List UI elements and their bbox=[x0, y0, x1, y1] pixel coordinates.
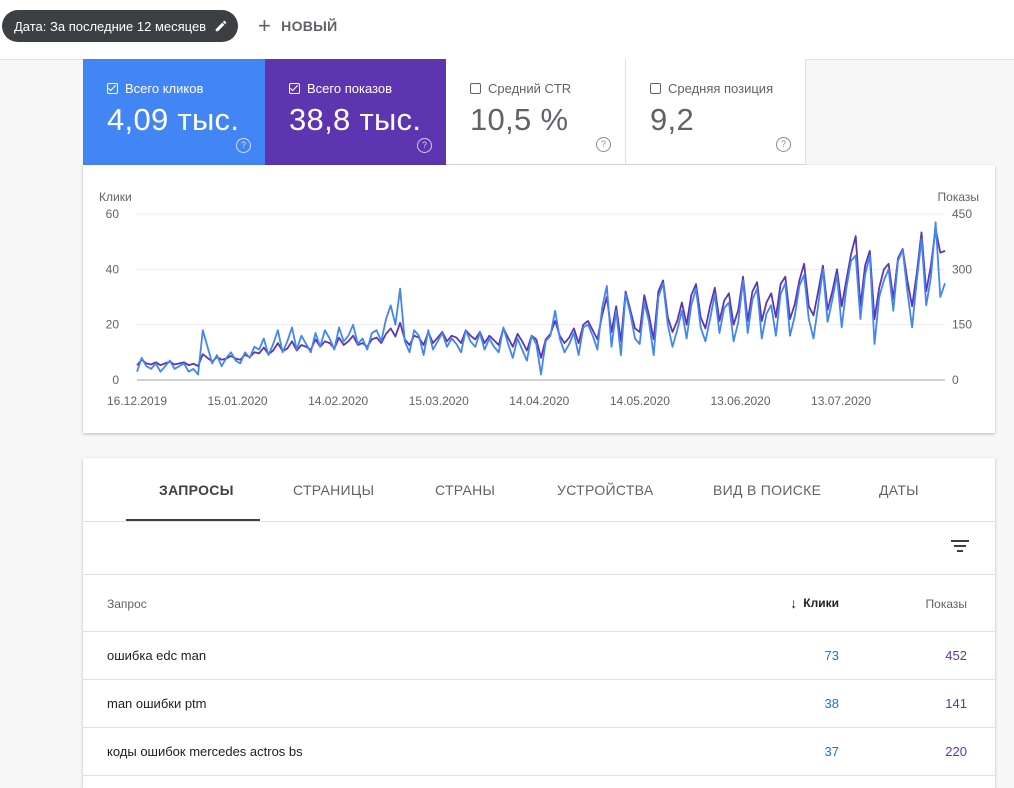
x-tick-label: 13.06.2020 bbox=[710, 394, 770, 408]
edit-icon[interactable] bbox=[214, 19, 228, 33]
metric-value: 4,09 тыс. bbox=[107, 102, 240, 137]
cell-query: man ошибки ptm bbox=[107, 696, 207, 711]
performance-chart[interactable]: Клики Показы 0 0 20 150 40 300 60 450 16.12.2019 15… bbox=[83, 165, 995, 433]
y-left-tick-label: 20 bbox=[106, 318, 120, 332]
active-tab-indicator bbox=[126, 519, 260, 521]
queries-table-card: ЗАПРОСЫ СТРАНИЦЫ СТРАНЫ УСТРОЙСТВА ВИД В… bbox=[83, 458, 995, 788]
checkbox-unchecked-icon[interactable] bbox=[470, 83, 481, 94]
help-icon[interactable]: ? bbox=[236, 138, 251, 153]
cell-impressions: 141 bbox=[945, 696, 967, 711]
y-axis-left-title: Клики bbox=[99, 190, 132, 204]
plus-icon: + bbox=[258, 13, 272, 38]
table-row[interactable]: man ошибки ptm 38 141 bbox=[83, 680, 995, 728]
metric-label: Всего показов bbox=[307, 81, 392, 96]
series-clicks-line bbox=[136, 221, 946, 376]
y-right-tick-label: 0 bbox=[952, 373, 959, 387]
metric-label: Средняя позиция bbox=[668, 81, 774, 96]
metric-total-impressions[interactable]: Всего показов 38,8 тыс. ? bbox=[265, 59, 446, 165]
cell-clicks: 37 bbox=[824, 744, 839, 759]
metric-average-ctr[interactable]: Средний CTR 10,5 % ? bbox=[446, 59, 626, 165]
new-filter-label: НОВЫЙ bbox=[281, 18, 338, 34]
help-icon[interactable]: ? bbox=[776, 137, 791, 152]
x-tick-label: 14.05.2020 bbox=[610, 394, 670, 408]
x-tick-label: 15.01.2020 bbox=[208, 394, 268, 408]
table-row[interactable]: ошибка edc man 73 452 bbox=[83, 632, 995, 680]
help-icon[interactable]: ? bbox=[596, 137, 611, 152]
y-right-tick-label: 450 bbox=[952, 207, 972, 221]
top-bar: Дата: За последние 12 месяцев + НОВЫЙ bbox=[0, 0, 1014, 60]
x-tick-label: 14.02.2020 bbox=[308, 394, 368, 408]
tab-bar: ЗАПРОСЫ СТРАНИЦЫ СТРАНЫ УСТРОЙСТВА ВИД В… bbox=[83, 458, 995, 522]
date-filter-chip[interactable]: Дата: За последние 12 месяцев bbox=[2, 10, 239, 42]
table-row[interactable]: коды ошибок mercedes actros bs 37 220 bbox=[83, 728, 995, 776]
date-filter-label: Дата: За последние 12 месяцев bbox=[14, 18, 207, 34]
cell-query: коды ошибок mercedes actros bs bbox=[107, 744, 303, 759]
column-header-clicks[interactable]: ↓ Клики bbox=[790, 595, 839, 611]
y-left-tick-label: 60 bbox=[106, 207, 120, 221]
cell-impressions: 220 bbox=[945, 744, 967, 759]
x-tick-label: 14.04.2020 bbox=[509, 394, 569, 408]
checkbox-unchecked-icon[interactable] bbox=[650, 83, 661, 94]
x-tick-label: 13.07.2020 bbox=[811, 394, 871, 408]
filter-row bbox=[83, 522, 995, 575]
metric-value: 38,8 тыс. bbox=[289, 102, 422, 137]
tab-search-appearance[interactable]: ВИД В ПОИСКЕ bbox=[713, 481, 822, 498]
metric-label: Всего кликов bbox=[125, 81, 204, 96]
performance-chart-card: Клики Показы 0 0 20 150 40 300 60 450 16.12.2019 15… bbox=[83, 165, 995, 433]
tab-devices[interactable]: УСТРОЙСТВА bbox=[557, 481, 654, 498]
column-header-clicks-label: Клики bbox=[803, 596, 839, 610]
new-filter-button[interactable]: + НОВЫЙ bbox=[258, 14, 338, 38]
filter-icon[interactable] bbox=[951, 539, 969, 553]
column-header-query[interactable]: Запрос bbox=[107, 597, 147, 611]
metric-value: 10,5 % bbox=[470, 102, 569, 137]
series-impressions-line bbox=[136, 227, 946, 367]
column-header-impressions[interactable]: Показы bbox=[925, 597, 967, 611]
tab-dates[interactable]: ДАТЫ bbox=[879, 481, 919, 498]
metric-total-clicks[interactable]: Всего кликов 4,09 тыс. ? bbox=[83, 59, 265, 165]
cell-query: ошибка edc man bbox=[107, 648, 207, 663]
x-tick-label: 15.03.2020 bbox=[409, 394, 469, 408]
y-left-tick-label: 0 bbox=[112, 373, 119, 387]
cell-clicks: 73 bbox=[824, 648, 839, 663]
checkbox-checked-icon[interactable] bbox=[289, 83, 300, 94]
tab-countries[interactable]: СТРАНЫ bbox=[435, 481, 496, 498]
y-axis-right-title: Показы bbox=[938, 190, 979, 204]
tab-pages[interactable]: СТРАНИЦЫ bbox=[293, 481, 375, 498]
y-right-tick-label: 300 bbox=[952, 262, 972, 276]
metric-value: 9,2 bbox=[650, 102, 694, 137]
table-header: Запрос ↓ Клики Показы bbox=[83, 575, 995, 632]
y-right-tick-label: 150 bbox=[952, 318, 972, 332]
y-left-tick-label: 40 bbox=[106, 262, 120, 276]
x-tick-label: 16.12.2019 bbox=[107, 394, 167, 408]
tab-queries[interactable]: ЗАПРОСЫ bbox=[159, 481, 234, 498]
help-icon[interactable]: ? bbox=[417, 138, 432, 153]
metric-label: Средний CTR bbox=[488, 81, 572, 96]
metric-average-position[interactable]: Средняя позиция 9,2 ? bbox=[626, 59, 806, 165]
checkbox-checked-icon[interactable] bbox=[107, 83, 118, 94]
cell-impressions: 452 bbox=[945, 648, 967, 663]
cell-clicks: 38 bbox=[824, 696, 839, 711]
metrics-row: Всего кликов 4,09 тыс. ? Всего показов 3… bbox=[83, 59, 806, 165]
sort-descending-icon: ↓ bbox=[790, 595, 798, 611]
